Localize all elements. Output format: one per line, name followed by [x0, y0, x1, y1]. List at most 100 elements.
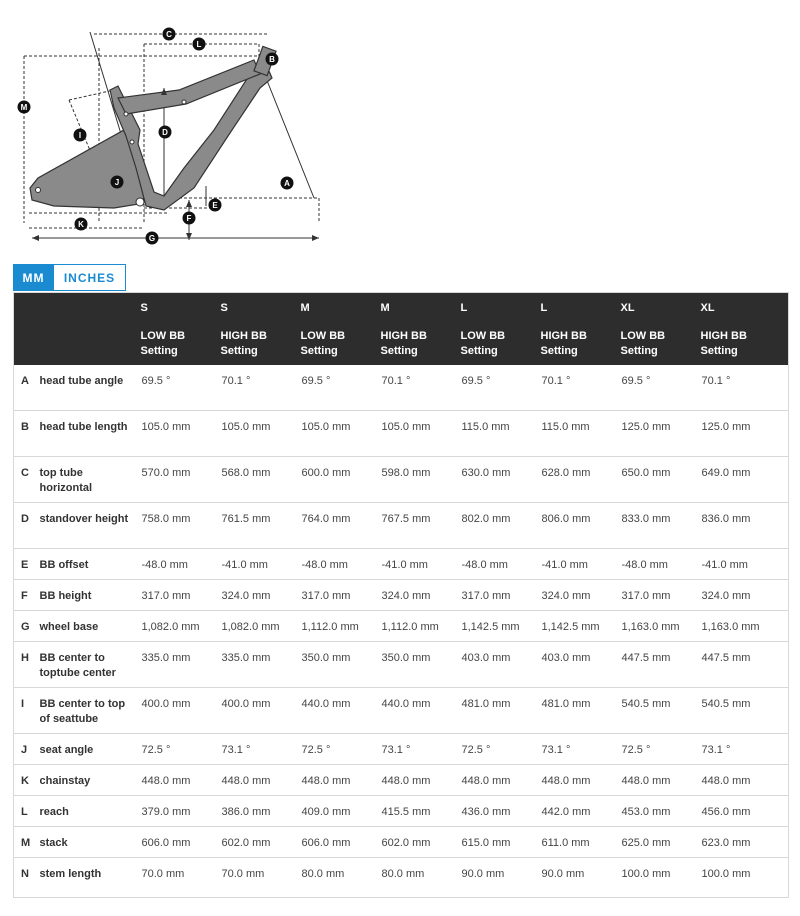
- size-header: L: [540, 292, 621, 323]
- table-row: I BB center to top of seattube 400.0 mm 400…: [13, 687, 789, 734]
- table-cell: 317.0 mm: [620, 579, 701, 611]
- row-letter: D: [13, 502, 39, 549]
- table-cell: -41.0 mm: [220, 548, 301, 580]
- svg-text:D: D: [162, 128, 168, 137]
- table-cell: -48.0 mm: [460, 548, 541, 580]
- table-cell: -48.0 mm: [620, 548, 701, 580]
- svg-text:J: J: [115, 178, 119, 187]
- table-cell: 70.1 °: [701, 374, 731, 387]
- setting-subtitle: Setting: [540, 344, 578, 357]
- table-cell: 70.0 mm: [140, 857, 221, 898]
- marker-f: F: [182, 211, 196, 225]
- table-cell: 758.0 mm: [140, 502, 221, 549]
- table-cell: 69.5 °: [461, 374, 491, 387]
- table-cell: 440.0 mm: [380, 687, 461, 734]
- table-cell: 615.0 mm: [460, 826, 541, 858]
- table-cell: 606.0 mm: [300, 826, 381, 858]
- table-cell: 125.0 mm: [620, 410, 701, 457]
- table-cell: 72.5 °: [300, 733, 381, 765]
- table-cell: 623.0 mm: [700, 826, 789, 858]
- setting-header: HIGH BB Setting: [540, 322, 621, 365]
- table-cell: 436.0 mm: [460, 795, 541, 827]
- table-cell: 611.0 mm: [540, 826, 621, 858]
- table-cell: 442.0 mm: [540, 795, 621, 827]
- svg-text:L: L: [197, 40, 202, 49]
- table-header: S S M M L L XL XL LOW BB Setting HIGH BB S…: [13, 292, 789, 365]
- table-cell: 833.0 mm: [620, 502, 701, 549]
- header-blank: [13, 322, 39, 365]
- table-cell: 448.0 mm: [220, 764, 301, 796]
- setting-subtitle: Setting: [700, 344, 738, 357]
- setting-subtitle: Setting: [460, 344, 498, 357]
- row-letter: M: [13, 826, 39, 858]
- row-label: wheel base: [38, 610, 141, 642]
- row-letter: I: [13, 687, 39, 734]
- frame-geometry-diagram: C L B M I D J A E F K G: [14, 18, 326, 250]
- table-cell: 649.0 mm: [700, 456, 789, 503]
- row-label: head tube angle: [39, 374, 124, 387]
- table-cell: 70.0 mm: [220, 857, 301, 898]
- table-cell: 403.0 mm: [460, 641, 541, 688]
- setting-title: HIGH BB: [380, 329, 427, 342]
- row-letter: F: [13, 579, 39, 611]
- svg-text:I: I: [79, 131, 81, 140]
- table-cell: 80.0 mm: [300, 857, 381, 898]
- tab-inches[interactable]: INCHES: [54, 264, 126, 291]
- table-cell: 602.0 mm: [380, 826, 461, 858]
- table-cell: 767.5 mm: [380, 502, 461, 549]
- table-cell: -48.0 mm: [300, 548, 381, 580]
- row-label: reach: [38, 795, 141, 827]
- row-label: head tube length: [38, 410, 141, 457]
- table-cell: 350.0 mm: [300, 641, 381, 688]
- row-label: BB height: [38, 579, 141, 611]
- table-cell: 100.0 mm: [700, 857, 789, 898]
- row-label: standover height: [38, 502, 141, 549]
- table-cell: 335.0 mm: [220, 641, 301, 688]
- size-header: S: [220, 292, 301, 323]
- setting-header: LOW BB Setting: [460, 322, 541, 365]
- row-label: BB center to top of seattube: [38, 687, 141, 734]
- header-blank: [38, 322, 141, 365]
- frame-diagram-svg: C L B M I D J A E F K G: [17, 27, 320, 245]
- row-label: BB offset: [38, 548, 141, 580]
- table-cell: -41.0 mm: [380, 548, 461, 580]
- table-cell: 540.5 mm: [700, 687, 789, 734]
- svg-text:E: E: [212, 201, 218, 210]
- setting-title: LOW BB: [460, 329, 506, 342]
- tab-mm[interactable]: MM: [13, 264, 54, 291]
- table-cell: 90.0 mm: [460, 857, 541, 898]
- row-label: top tube horizontal: [38, 456, 141, 503]
- setting-header: HIGH BB Setting: [220, 322, 301, 365]
- table-cell: 1,112.0 mm: [300, 610, 381, 642]
- table-cell: 69.5 °: [141, 374, 171, 387]
- table-cell: 448.0 mm: [460, 764, 541, 796]
- setting-subtitle: Setting: [300, 344, 338, 357]
- table-cell: 69.5 °: [621, 374, 651, 387]
- table-cell: 761.5 mm: [220, 502, 301, 549]
- table-cell: 1,082.0 mm: [220, 610, 301, 642]
- table-cell: 379.0 mm: [140, 795, 221, 827]
- row-letter: G: [13, 610, 39, 642]
- table-cell: 1,142.5 mm: [540, 610, 621, 642]
- unit-tabs: MM INCHES: [13, 264, 126, 291]
- table-cell: 447.5 mm: [620, 641, 701, 688]
- table-cell: -41.0 mm: [700, 548, 789, 580]
- table-cell: 386.0 mm: [220, 795, 301, 827]
- table-cell: 72.5 °: [620, 733, 701, 765]
- table-cell: 105.0 mm: [300, 410, 381, 457]
- table-cell: -41.0 mm: [540, 548, 621, 580]
- table-cell: 650.0 mm: [620, 456, 701, 503]
- table-cell: 73.1 °: [540, 733, 621, 765]
- size-header: XL: [620, 292, 701, 323]
- table-cell: 105.0 mm: [380, 410, 461, 457]
- header-blank: [38, 292, 141, 323]
- svg-text:B: B: [269, 55, 275, 64]
- table-cell: 324.0 mm: [700, 579, 789, 611]
- size-header: XL: [700, 292, 789, 323]
